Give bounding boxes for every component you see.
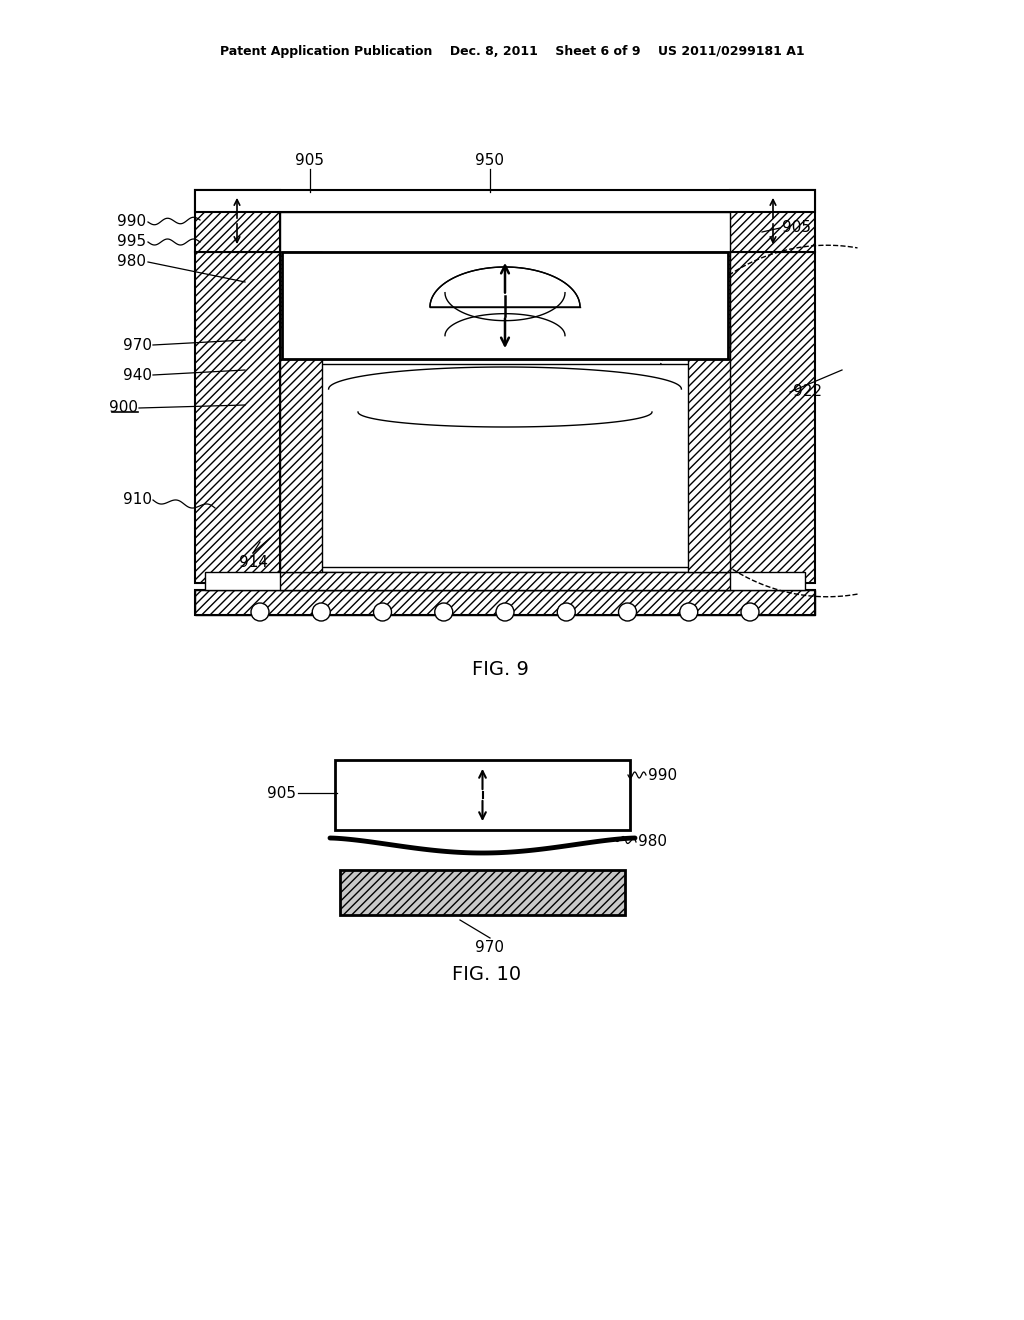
Bar (280, 327, 302, 347)
Circle shape (312, 603, 331, 620)
Circle shape (680, 603, 697, 620)
Text: FIG. 9: FIG. 9 (472, 660, 528, 678)
Circle shape (618, 603, 637, 620)
Text: 914: 914 (239, 554, 267, 570)
Circle shape (374, 603, 391, 620)
Bar (195, 190, 815, 213)
Bar (205, 572, 805, 590)
Polygon shape (430, 267, 580, 308)
Circle shape (741, 603, 759, 620)
Text: 990: 990 (648, 767, 677, 783)
Bar (688, 252, 730, 347)
Bar (280, 359, 322, 572)
Circle shape (251, 603, 269, 620)
Bar (708, 327, 730, 347)
Text: 995: 995 (117, 235, 146, 249)
Text: 980: 980 (638, 834, 667, 850)
Bar (195, 590, 815, 615)
Text: 905: 905 (296, 153, 325, 168)
Bar (195, 190, 280, 252)
Bar (730, 252, 815, 583)
Bar (340, 870, 625, 915)
Text: 950: 950 (475, 153, 505, 168)
Bar (280, 252, 322, 347)
Text: 910: 910 (123, 492, 152, 507)
Circle shape (435, 603, 453, 620)
Text: 900: 900 (109, 400, 138, 416)
Circle shape (557, 603, 575, 620)
Text: 922: 922 (793, 384, 822, 400)
Text: 970: 970 (475, 940, 505, 954)
Text: 905: 905 (456, 310, 484, 326)
Text: 940: 940 (123, 367, 152, 383)
Text: 905: 905 (267, 785, 296, 800)
Bar (730, 190, 815, 252)
Circle shape (496, 603, 514, 620)
Text: Patent Application Publication    Dec. 8, 2011    Sheet 6 of 9    US 2011/029918: Patent Application Publication Dec. 8, 2… (220, 45, 804, 58)
Bar (688, 359, 730, 572)
Bar (195, 252, 280, 583)
Text: 980: 980 (117, 255, 146, 269)
Bar (280, 347, 730, 359)
Text: FIG. 10: FIG. 10 (453, 965, 521, 983)
Bar (280, 572, 730, 590)
Bar (195, 590, 815, 615)
Bar (295, 364, 715, 568)
Bar (335, 760, 630, 830)
Text: 905: 905 (782, 220, 811, 235)
Bar (280, 213, 730, 252)
Text: 990: 990 (117, 214, 146, 230)
Text: 970: 970 (123, 338, 152, 352)
Bar (282, 252, 728, 359)
